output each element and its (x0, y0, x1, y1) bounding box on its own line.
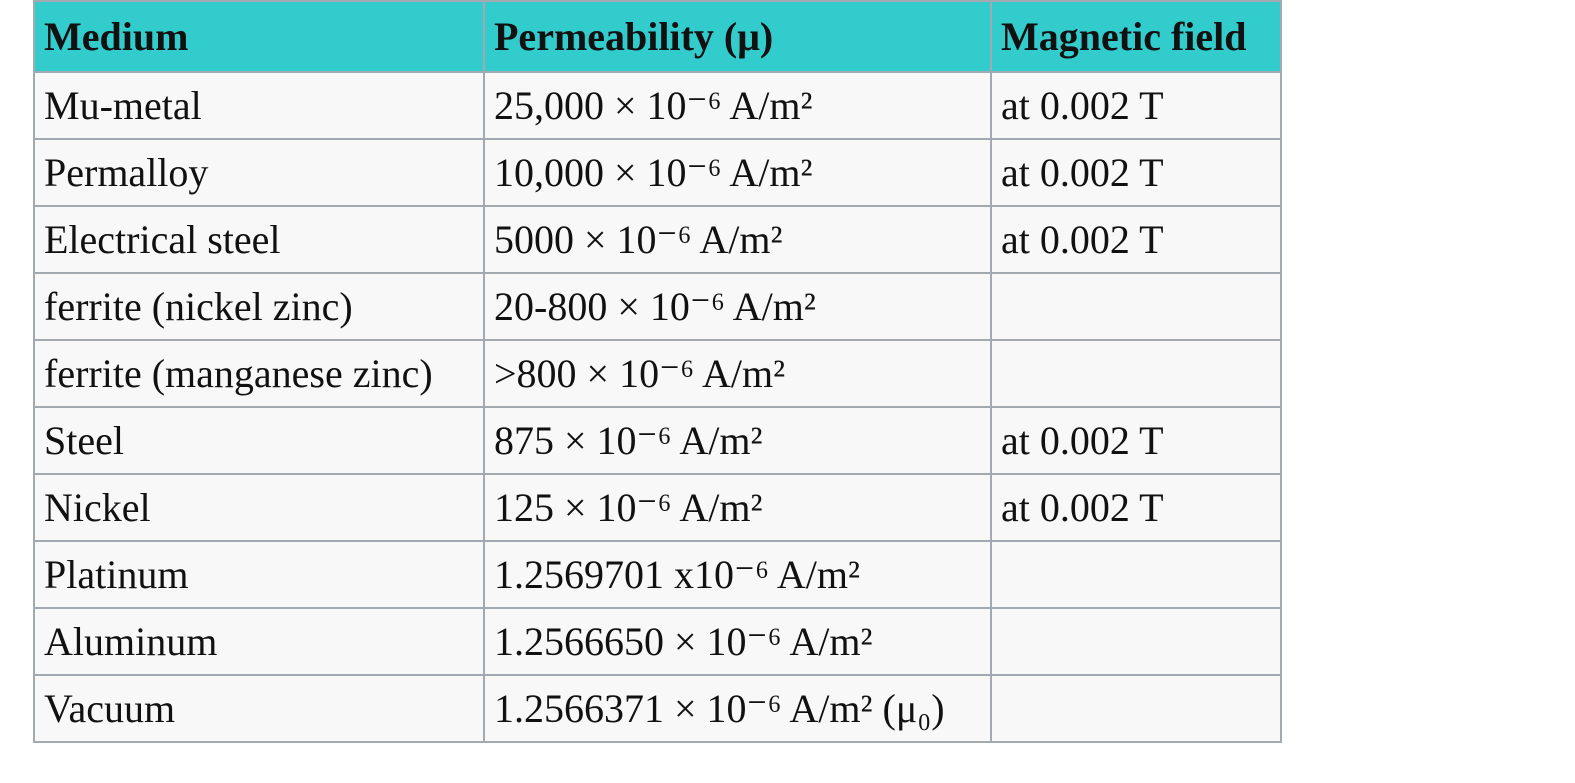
header-cell: Medium (33, 0, 485, 73)
table-row: ferrite (manganese zinc) >800 × 10⁻⁶ A/m² (33, 339, 1282, 408)
table-cell: Platinum (33, 540, 485, 609)
table-cell: ferrite (nickel zinc) (33, 272, 485, 341)
table-cell: Nickel (33, 473, 485, 542)
table-cell: 875 × 10⁻⁶ A/m² (483, 406, 992, 475)
table-cell: >800 × 10⁻⁶ A/m² (483, 339, 992, 408)
empty-cell (990, 272, 1282, 341)
table-cell: at 0.002 T (990, 406, 1282, 475)
table-cell: 25,000 × 10⁻⁶ A/m² (483, 71, 992, 140)
table-cell: at 0.002 T (990, 473, 1282, 542)
table-cell: at 0.002 T (990, 138, 1282, 207)
table-cell: ferrite (manganese zinc) (33, 339, 485, 408)
table-row: Steel 875 × 10⁻⁶ A/m² at 0.002 T (33, 406, 1282, 475)
table-cell: 10,000 × 10⁻⁶ A/m² (483, 138, 992, 207)
table-cell: Steel (33, 406, 485, 475)
table-cell: Vacuum (33, 674, 485, 743)
table-row: Permalloy 10,000 × 10⁻⁶ A/m² at 0.002 T (33, 138, 1282, 207)
header-cell: Permeability (μ) (483, 0, 992, 73)
table-cell: Permalloy (33, 138, 485, 207)
table-cell: Aluminum (33, 607, 485, 676)
table-cell: 1.2566371 × 10⁻⁶ A/m² (μ₀) (483, 674, 992, 743)
table-cell: 5000 × 10⁻⁶ A/m² (483, 205, 992, 274)
table-cell: 125 × 10⁻⁶ A/m² (483, 473, 992, 542)
table-row: Mu-metal 25,000 × 10⁻⁶ A/m² at 0.002 T (33, 71, 1282, 140)
header-row: Medium Permeability (μ) Magnetic field (33, 0, 1282, 73)
table-cell: 1.2566650 × 10⁻⁶ A/m² (483, 607, 992, 676)
table-wrap: Medium Permeability (μ) Magnetic field Mu-… (33, 0, 1282, 743)
table-cell: Mu-metal (33, 71, 485, 140)
table-cell: 20-800 × 10⁻⁶ A/m² (483, 272, 992, 341)
table-row: ferrite (nickel zinc) 20-800 × 10⁻⁶ A/m² (33, 272, 1282, 341)
empty-cell (990, 339, 1282, 408)
table-row: Electrical steel 5000 × 10⁻⁶ A/m² at 0.002… (33, 205, 1282, 274)
table-row: Nickel 125 × 10⁻⁶ A/m² at 0.002 T (33, 473, 1282, 542)
empty-cell (990, 607, 1282, 676)
table-cell: at 0.002 T (990, 205, 1282, 274)
table-cell: at 0.002 T (990, 71, 1282, 140)
header-cell: Magnetic field (990, 0, 1282, 73)
table-cell: 1.2569701 x10⁻⁶ A/m² (483, 540, 992, 609)
empty-cell (990, 674, 1282, 743)
table-row: Vacuum 1.2566371 × 10⁻⁶ A/m² (μ₀) (33, 674, 1282, 743)
table-row: Platinum 1.2569701 x10⁻⁶ A/m² (33, 540, 1282, 609)
table-row: Aluminum 1.2566650 × 10⁻⁶ A/m² (33, 607, 1282, 676)
table-cell: Electrical steel (33, 205, 485, 274)
empty-cell (990, 540, 1282, 609)
permeability-table: Medium Permeability (μ) Magnetic field Mu-… (33, 0, 1282, 743)
